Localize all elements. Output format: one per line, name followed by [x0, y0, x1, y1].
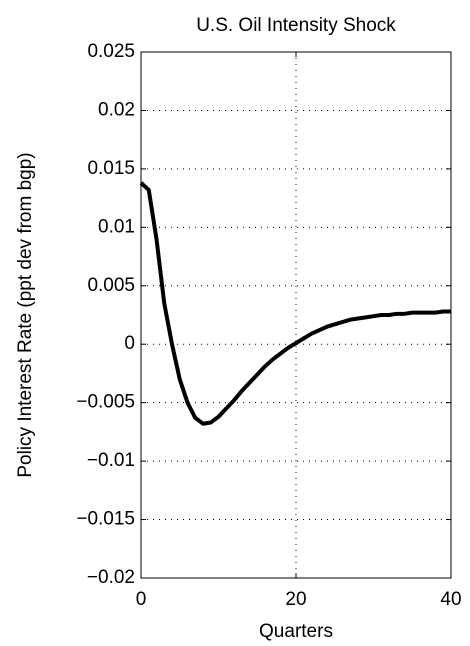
y-tick-label: −0.02 — [87, 567, 135, 588]
y-tick-label: 0.025 — [87, 41, 135, 62]
y-tick-label: 0.005 — [87, 275, 135, 296]
x-tick-label: 0 — [136, 589, 147, 610]
chart-title: U.S. Oil Intensity Shock — [196, 15, 396, 36]
x-axis-label: Quarters — [259, 621, 333, 642]
y-tick-label: 0.02 — [98, 99, 135, 120]
y-tick-label: −0.01 — [87, 450, 135, 471]
y-tick-label: 0 — [124, 333, 135, 354]
data-line — [139, 181, 451, 426]
axes-box — [140, 51, 452, 579]
y-tick-label: 0.01 — [98, 216, 135, 237]
y-axis-label: Policy Interest Rate (ppt dev from bgp) — [15, 152, 36, 477]
y-tick-label: −0.005 — [76, 392, 135, 413]
x-tick-label: 40 — [440, 589, 461, 610]
y-tick-label: −0.015 — [76, 509, 135, 530]
x-tick-label: 20 — [285, 589, 306, 610]
y-tick-label: 0.015 — [87, 158, 135, 179]
